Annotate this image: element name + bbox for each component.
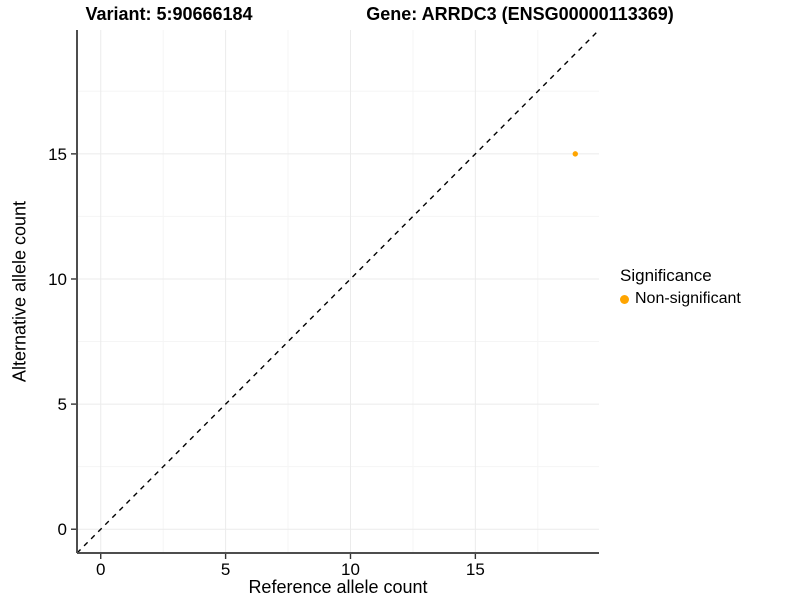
y-tick-label: 15 (48, 145, 67, 164)
legend-title: Significance (620, 266, 712, 285)
legend: Significance Non-significant (620, 266, 741, 308)
legend-point-icon (620, 294, 629, 304)
x-tick-label: 5 (221, 560, 230, 579)
variant-title: Variant: 5:90666184 (85, 4, 253, 24)
data-point (572, 151, 578, 157)
x-tick-label: 0 (96, 560, 105, 579)
legend-entry-label: Non-significant (635, 290, 741, 307)
x-tick-label: 10 (341, 560, 360, 579)
y-axis-title: Alternative allele count (9, 200, 30, 383)
gene-title: Gene: ARRDC3 (ENSG00000113369) (366, 4, 674, 24)
x-tick-label: 15 (466, 560, 485, 579)
x-axis-title: Reference allele count (248, 577, 428, 597)
y-tick-label: 0 (58, 520, 67, 539)
y-tick-label: 10 (48, 270, 67, 289)
legend-entry: Non-significant (620, 290, 741, 308)
y-tick-label: 5 (58, 395, 67, 414)
identity-reference-line (76, 29, 600, 554)
